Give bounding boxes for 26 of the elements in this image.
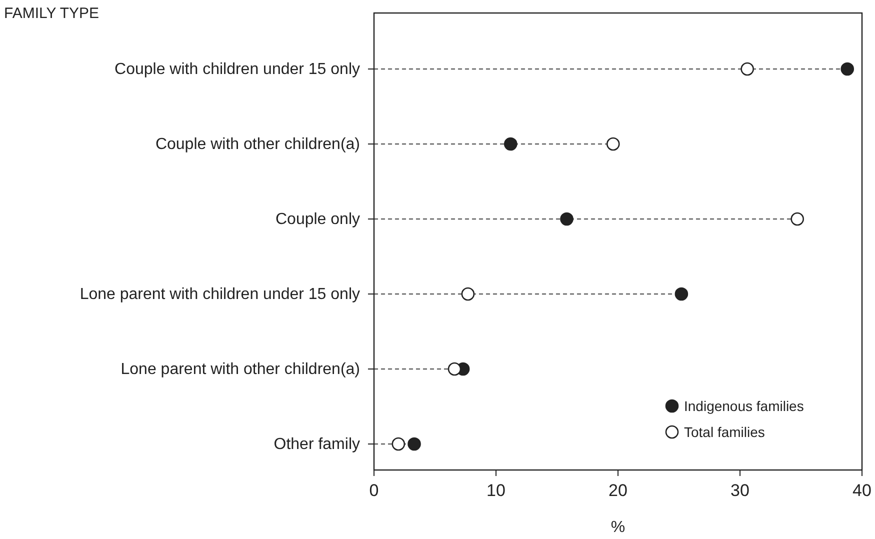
y-tick-label: Lone parent with other children(a)	[120, 361, 360, 378]
point	[560, 212, 574, 226]
point	[606, 137, 620, 151]
y-axis-title: FAMILY TYPE	[4, 5, 100, 22]
point	[448, 362, 462, 376]
point	[408, 437, 421, 451]
y-tick-label: Other family	[274, 436, 360, 453]
x-tick-label: 30	[730, 481, 750, 500]
point	[840, 62, 854, 76]
y-tick-label: Couple with other children(a)	[155, 136, 360, 153]
legend-label: Indigenous families	[684, 398, 804, 414]
point	[674, 287, 688, 301]
y-tick-label: Lone parent with children under 15 only	[80, 286, 360, 303]
point	[461, 287, 475, 301]
x-axis-title: %	[610, 519, 626, 536]
point	[392, 437, 406, 451]
y-tick-label: Couple only	[276, 211, 360, 228]
x-tick-label: 0	[369, 481, 379, 500]
point	[504, 137, 518, 151]
legend-label: Total families	[684, 424, 765, 440]
x-tick-label: 10	[486, 481, 506, 500]
point	[740, 62, 754, 76]
point	[790, 212, 804, 226]
y-tick-label: Couple with children under 15 only	[114, 61, 360, 78]
x-tick-label: 40	[852, 481, 872, 500]
x-tick-label: 20	[608, 481, 628, 500]
